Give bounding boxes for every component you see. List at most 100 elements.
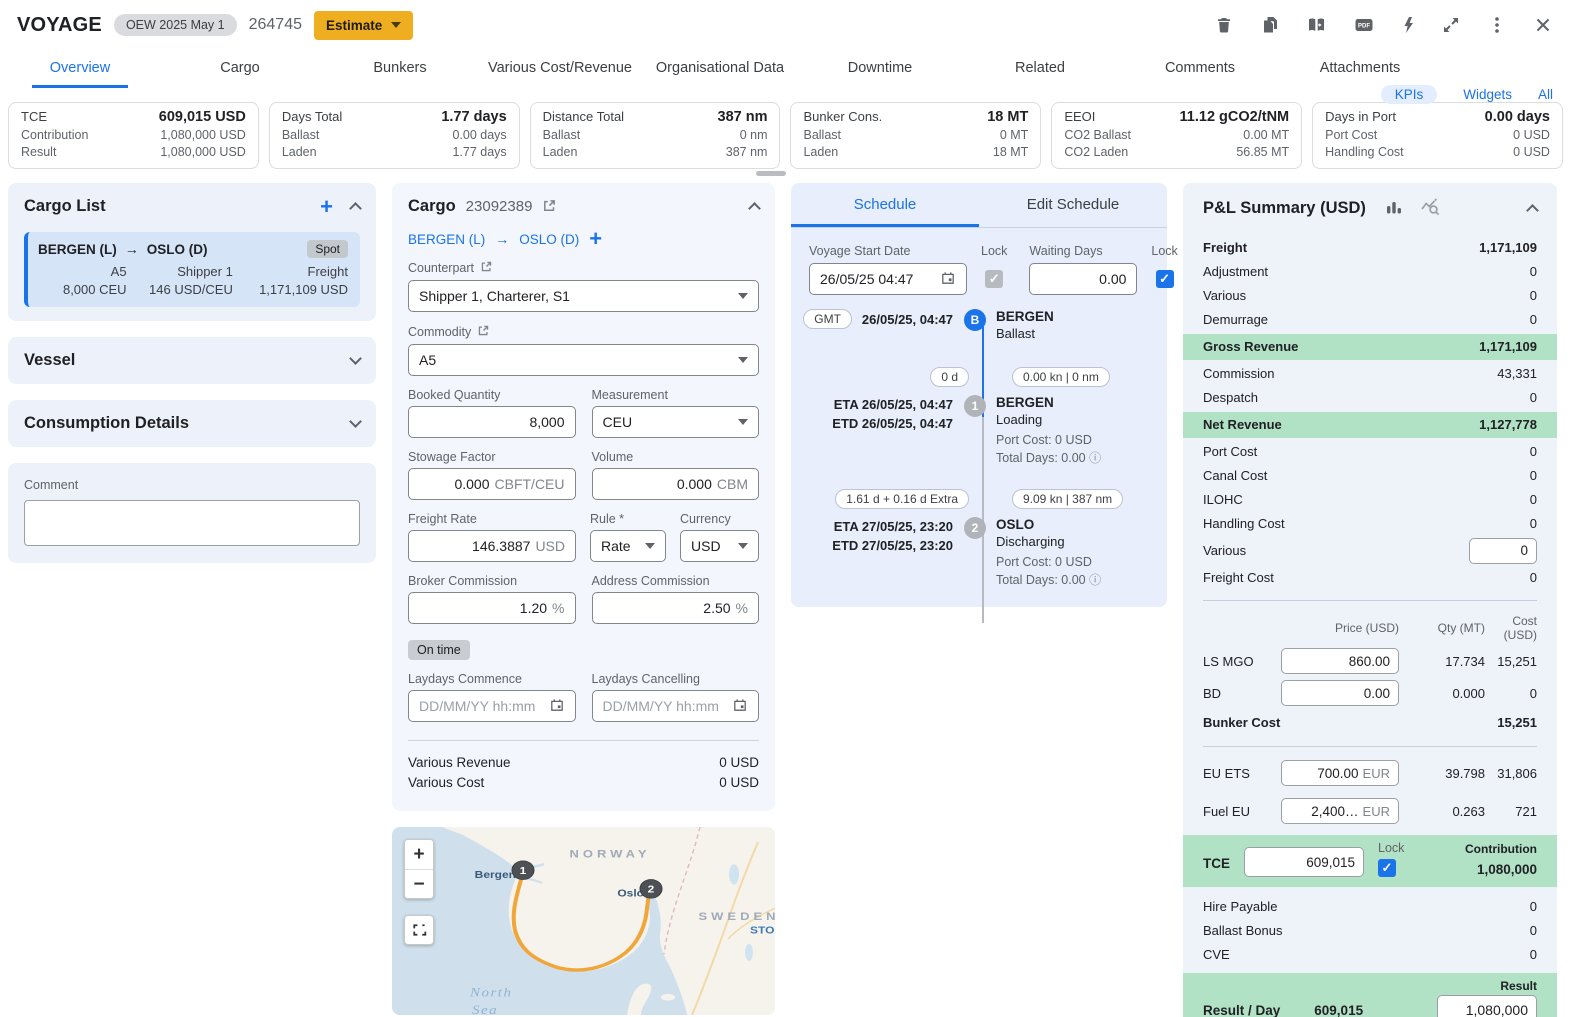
result-input[interactable]: 1,080,000: [1437, 995, 1537, 1017]
open-commodity-icon[interactable]: [477, 324, 490, 340]
voyage-start-lock-checkbox[interactable]: ✓: [985, 270, 1004, 288]
currency-select[interactable]: USD: [680, 530, 759, 562]
cargo-item-freight-label: Freight: [307, 264, 348, 279]
tce-lock-checkbox[interactable]: ✓: [1378, 859, 1396, 877]
eu-ets-price-input[interactable]: 700.00 EUR: [1281, 760, 1399, 786]
collapse-cargo-list-icon[interactable]: [349, 202, 362, 215]
map-zoom-out-button[interactable]: −: [405, 869, 433, 898]
timeline-stop-2: ETA 27/05/25, 23:20 ETD 27/05/25, 23:20 …: [791, 517, 1167, 589]
tab-comments[interactable]: Comments: [1164, 60, 1236, 76]
toggle-kpis[interactable]: KPIs: [1380, 85, 1438, 104]
voyage-start-date-input[interactable]: 26/05/25 04:47: [809, 263, 967, 295]
route-to-link[interactable]: OSLO (D): [519, 231, 580, 247]
broker-commission-input[interactable]: 1.20%: [408, 592, 576, 624]
booked-quantity-input[interactable]: 8,000: [408, 406, 576, 438]
tab-various-cost-revenue[interactable]: Various Cost/Revenue: [487, 60, 632, 76]
various-cost-input[interactable]: 0: [1469, 538, 1537, 564]
quick-actions-button[interactable]: [1399, 13, 1417, 37]
tab-bunkers[interactable]: Bunkers: [373, 60, 427, 76]
pnl-label: Adjustment: [1203, 264, 1269, 279]
tab-edit-schedule[interactable]: Edit Schedule: [1026, 196, 1120, 213]
measurement-select[interactable]: CEU: [591, 406, 759, 438]
collapse-pnl-icon[interactable]: [1526, 204, 1539, 217]
caret-down-icon: [645, 543, 655, 549]
comment-label: Comment: [24, 478, 79, 492]
panel-resize-handle[interactable]: [756, 171, 786, 176]
map-zoom-in-button[interactable]: +: [405, 840, 433, 869]
stowage-factor-input[interactable]: 0.000 CBFT/CEU: [408, 468, 576, 500]
calendar-icon[interactable]: [940, 270, 956, 289]
tab-cargo[interactable]: Cargo: [220, 60, 260, 76]
freight-rate-input[interactable]: 146.3887 USD: [408, 530, 576, 562]
info-icon[interactable]: ⓘ: [1089, 573, 1102, 587]
pnl-title: P&L Summary (USD): [1203, 199, 1366, 217]
volume-input[interactable]: 0.000 CBM: [591, 468, 759, 500]
commodity-label: Commodity: [408, 325, 472, 339]
pnl-value: 0: [1529, 923, 1537, 938]
map-marker-1[interactable]: 1: [511, 860, 535, 880]
add-port-button[interactable]: +: [589, 226, 603, 251]
close-button[interactable]: [1531, 13, 1555, 37]
stop-badge-1: 1: [964, 395, 986, 417]
analytics-search-icon[interactable]: [1420, 197, 1442, 220]
add-cargo-button[interactable]: +: [320, 193, 333, 219]
route-map[interactable]: NORWAY SWEDEN STOC Bergen Oslo North Sea…: [392, 827, 775, 1015]
bd-price-input[interactable]: 0.00: [1281, 680, 1399, 706]
copy-button[interactable]: [1258, 13, 1282, 37]
pdf-export-button[interactable]: PDF: [1351, 13, 1377, 37]
tab-downtime[interactable]: Downtime: [847, 60, 913, 76]
estimate-dropdown-button[interactable]: Estimate: [314, 10, 414, 40]
map-label-bergen: Bergen: [475, 870, 517, 881]
bunker-cost-label: Bunker Cost: [1203, 715, 1281, 730]
more-menu-button[interactable]: [1485, 13, 1509, 37]
map-fullscreen-button[interactable]: [404, 915, 434, 945]
fuel-eu-price-input[interactable]: 2,400… EUR: [1281, 798, 1399, 824]
waiting-days-lock-checkbox[interactable]: ✓: [1155, 270, 1174, 288]
collapse-cargo-detail-icon[interactable]: [748, 202, 761, 215]
commodity-select[interactable]: A5: [408, 344, 759, 376]
cargo-list-item[interactable]: BERGEN (L) → OSLO (D) Spot A5 Shipper 1 …: [24, 232, 360, 307]
map-marker-2[interactable]: 2: [639, 879, 663, 899]
toggle-widgets[interactable]: Widgets: [1463, 87, 1512, 102]
page-title: VOYAGE: [17, 13, 102, 36]
leg-duration: 1.61 d + 0.16 d Extra: [835, 489, 969, 509]
open-cargo-icon[interactable]: [542, 198, 557, 216]
comment-input[interactable]: [24, 500, 360, 546]
compare-button[interactable]: [1304, 13, 1329, 37]
pnl-value: 0: [1529, 444, 1537, 459]
tce-input[interactable]: 609,015: [1244, 847, 1364, 877]
expand-vessel-icon[interactable]: [349, 352, 362, 365]
expand-consumption-icon[interactable]: [349, 415, 362, 428]
counterpart-select[interactable]: Shipper 1, Charterer, S1: [408, 280, 759, 312]
schedule-timeline: GMT 26/05/25, 04:47 B BERGEN Ballast 0 d…: [791, 309, 1167, 623]
comment-panel: Comment: [8, 463, 376, 563]
delete-button[interactable]: [1212, 13, 1236, 37]
route-from-link[interactable]: BERGEN (L): [408, 231, 486, 247]
open-counterpart-icon[interactable]: [480, 260, 493, 276]
waiting-days-input[interactable]: 0.00: [1029, 263, 1138, 295]
freight-rate-label: Freight Rate: [408, 512, 477, 526]
address-commission-input[interactable]: 2.50%: [591, 592, 759, 624]
close-icon: [1536, 18, 1550, 32]
tab-attachments[interactable]: Attachments: [1319, 60, 1401, 76]
cargo-item-quantity: 8,000 CEU: [62, 282, 127, 297]
toggle-all[interactable]: All: [1537, 87, 1553, 102]
tab-schedule[interactable]: Schedule: [791, 183, 979, 227]
kpi-card-distance-total: Distance Total 387 nm Ballast 0 nm Laden 38…: [529, 102, 781, 169]
lsmgo-price-input[interactable]: 860.00: [1281, 648, 1399, 674]
info-icon[interactable]: ⓘ: [1089, 451, 1102, 465]
cargo-item-commodity: A5: [110, 264, 127, 279]
tab-organisational-data[interactable]: Organisational Data: [655, 60, 785, 76]
tab-related[interactable]: Related: [1015, 60, 1065, 76]
cargo-item-rate: 146 USD/CEU: [149, 282, 233, 297]
tab-overview[interactable]: Overview: [0, 50, 160, 88]
laydays-cancelling-input[interactable]: DD/MM/YY hh:mm: [591, 690, 759, 722]
expand-button[interactable]: [1439, 13, 1463, 37]
timeline-stop-start: GMT 26/05/25, 04:47 B BERGEN Ballast: [791, 309, 1167, 341]
laydays-commence-input[interactable]: DD/MM/YY hh:mm: [408, 690, 576, 722]
rule-select[interactable]: Rate: [590, 530, 666, 562]
calendar-icon[interactable]: [549, 697, 565, 716]
bar-chart-icon[interactable]: [1384, 197, 1404, 220]
stop-badge-ballast: B: [964, 309, 986, 331]
calendar-icon[interactable]: [732, 697, 748, 716]
